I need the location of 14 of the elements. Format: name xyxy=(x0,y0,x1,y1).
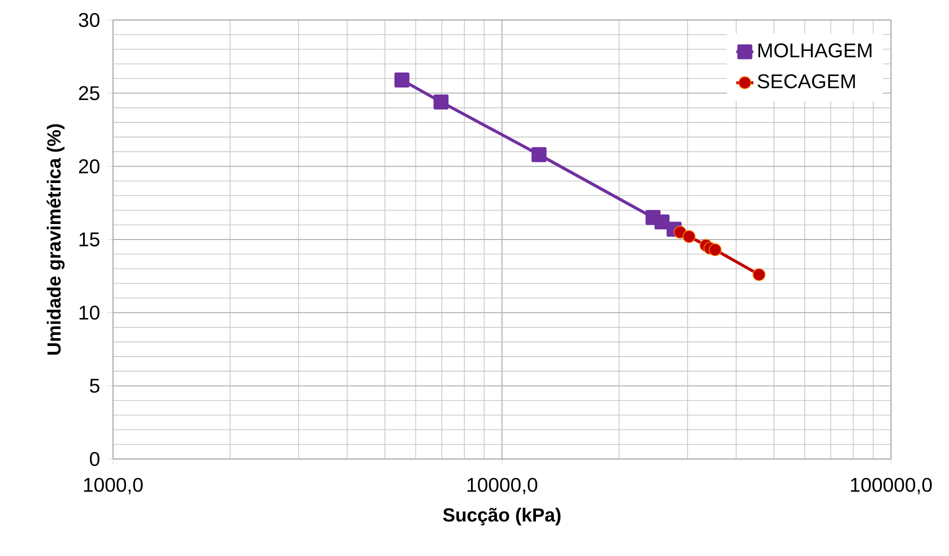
y-tick-label: 30 xyxy=(78,12,100,28)
y-tick-label: 10 xyxy=(80,306,100,320)
x-axis-title: Sucção (kPa) xyxy=(443,508,560,526)
y-tick-label: 20 xyxy=(79,159,100,174)
x-tick-label: 10000,0 xyxy=(468,478,538,494)
y-tick-label: 0 xyxy=(90,452,100,466)
y-tick-label: 5 xyxy=(90,378,100,393)
y-tick-label: 25 xyxy=(79,86,100,100)
x-tick-label: 1000,0 xyxy=(84,478,143,494)
y-tick-label: 15 xyxy=(80,232,100,246)
legend-label: SECAGEM xyxy=(758,74,855,88)
y-axis-title: Umidade gravimétrica (%) xyxy=(46,124,65,355)
x-tick-label: 100000,0 xyxy=(850,478,932,494)
legend-label: MOLHAGEM xyxy=(758,43,872,58)
